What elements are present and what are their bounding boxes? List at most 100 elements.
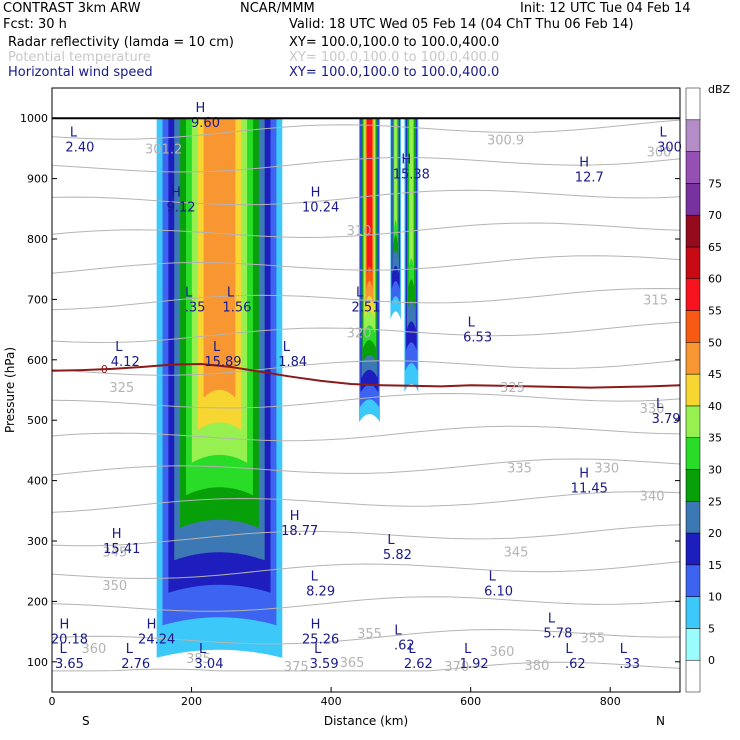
wind-extremum-type-32: H: [196, 101, 206, 116]
wind-extremum-type-13: L: [311, 569, 319, 584]
wind-extremum-type-8: H: [59, 618, 69, 633]
colorbar-swatch-9: [685, 373, 701, 407]
colorbar-unit: dBZ: [708, 83, 731, 96]
wind-extremum-type-18: H: [579, 467, 589, 482]
wind-extremum-value-1: 2.76: [121, 657, 150, 672]
theta-contour-355: [51, 491, 681, 513]
wind-extremum-type-6: L: [565, 642, 573, 657]
colorbar-level-11: 55: [708, 305, 722, 318]
colorbar-swatch-11: [685, 310, 701, 343]
colorbar-level-3: 15: [708, 559, 722, 572]
colorbar-level-5: 25: [708, 495, 722, 508]
reflectivity-band-2-7: [394, 118, 398, 229]
wind-extremum-type-20: L: [115, 340, 123, 355]
colorbar-swatch-6: [685, 469, 701, 502]
colorbar-swatch-14: [685, 214, 701, 248]
theta-label-18: 320: [347, 327, 372, 342]
theta-label-1: 375: [284, 660, 309, 675]
wind-extremum-value-14: 6.10: [484, 584, 513, 599]
freezing-level-label: 0: [101, 363, 108, 376]
colorbar-swatch-7: [685, 437, 701, 470]
wind-extremum-value-33: 300: [657, 140, 682, 155]
theta-contour-330: [51, 321, 681, 344]
wind-extremum-value-10: 25.26: [302, 633, 339, 648]
wind-extremum-value-20: 4.12: [111, 355, 140, 370]
wind-extremum-type-17: H: [290, 509, 300, 524]
wind-extremum-value-0: 3.65: [55, 657, 84, 672]
wind-extremum-value-17: 18.77: [281, 524, 318, 539]
theta-contour-350: [51, 458, 681, 476]
theta-contour-310: [51, 189, 681, 206]
colorbar-level-12: 60: [708, 273, 722, 286]
wind-extremum-type-5: L: [464, 642, 472, 657]
valid-time: Valid: 18 UTC Wed 05 Feb 14 (04 ChT Thu …: [289, 17, 634, 32]
wind-extremum-type-24: L: [185, 285, 193, 300]
theta-label-8: 355: [580, 632, 605, 647]
colorbar-swatch-15: [685, 183, 701, 216]
x-axis-title: Distance (km): [324, 714, 408, 728]
wind-extremum-type-25: L: [227, 285, 235, 300]
init-time: Init: 12 UTC Tue 04 Feb 14: [520, 1, 691, 16]
y-tick-label-1: 200: [27, 595, 48, 608]
theta-label-10: 345: [102, 545, 127, 560]
x-axis-right-end-label: N: [656, 714, 665, 728]
y-tick-label-5: 600: [27, 354, 48, 367]
wind-extremum-type-10: H: [311, 618, 321, 633]
theta-contour-370: [51, 596, 681, 612]
colorbar-level-0: 0: [708, 654, 715, 667]
theta-contour-380: [52, 661, 681, 672]
wind-extremum-type-31: L: [70, 125, 78, 140]
wind-extremum-value-31: 2.40: [65, 140, 94, 155]
field-reflectivity-xy: XY= 100.0,100.0 to 100.0,400.0: [289, 35, 500, 50]
field-theta-name: Potential temperature: [8, 50, 151, 65]
wind-extremum-value-4: 2.62: [404, 657, 433, 672]
theta-label-14: 330: [594, 461, 619, 476]
theta-label-5: 360: [81, 642, 106, 657]
colorbar-swatch-2: [685, 596, 701, 629]
colorbar-swatch-0: [685, 659, 701, 693]
wind-extremum-type-15: L: [387, 533, 395, 548]
theta-label-20: 310: [347, 224, 372, 239]
y-tick-label-0: 100: [27, 656, 48, 669]
wind-extremum-type-9: H: [147, 618, 157, 633]
colorbar-swatch-18: [685, 87, 701, 121]
theta-contour-305: [51, 156, 681, 173]
field-reflectivity-name: Radar reflectivity (lamda = 10 cm): [8, 35, 234, 50]
wind-extremum-type-26: L: [356, 285, 364, 300]
colorbar-swatch-8: [685, 405, 701, 438]
colorbar-swatch-17: [685, 119, 701, 152]
wind-extremum-value-24: .35: [185, 300, 206, 315]
x-tick-label-0: 0: [49, 695, 56, 708]
wind-extremum-type-2: L: [199, 642, 207, 657]
theta-contour-335: [51, 359, 681, 376]
wind-extremum-type-29: H: [401, 153, 411, 168]
wind-extremum-value-15: 5.82: [383, 548, 412, 563]
wind-extremum-value-26: 2.51: [352, 300, 381, 315]
colorbar-level-14: 70: [708, 209, 722, 222]
x-tick-label-1: 200: [181, 695, 202, 708]
colorbar-level-8: 40: [708, 400, 722, 413]
colorbar-level-2: 10: [708, 591, 722, 604]
wind-extremum-value-9: 24.24: [138, 633, 175, 648]
theta-contour-365: [51, 561, 681, 579]
theta-label-6: 360: [490, 645, 515, 660]
theta-contour-300: [51, 119, 681, 140]
wind-extremum-type-0: L: [59, 642, 67, 657]
theta-contour-340: [51, 392, 681, 409]
field-wind-xy: XY= 100.0,100.0 to 100.0,400.0: [289, 65, 500, 80]
wind-extremum-value-16: 15.41: [103, 542, 140, 557]
model-title: CONTRAST 3km ARW: [3, 1, 141, 16]
colorbar-swatch-12: [685, 278, 701, 311]
theta-label-15: 330: [640, 402, 665, 417]
theta-label-11: 345: [504, 545, 529, 560]
wind-extremum-type-30: H: [579, 156, 589, 171]
wind-extremum-value-32: 9.60: [191, 116, 220, 131]
wind-extremum-type-7: L: [620, 642, 628, 657]
theta-label-12: 340: [640, 490, 665, 505]
wind-extremum-value-7: .33: [619, 657, 640, 672]
theta-label-2: 370: [444, 660, 469, 675]
x-tick-label-3: 600: [460, 695, 481, 708]
wind-extremum-value-18: 11.45: [571, 482, 608, 497]
theta-label-16: 325: [109, 381, 134, 396]
theta-label-19: 315: [643, 293, 668, 308]
